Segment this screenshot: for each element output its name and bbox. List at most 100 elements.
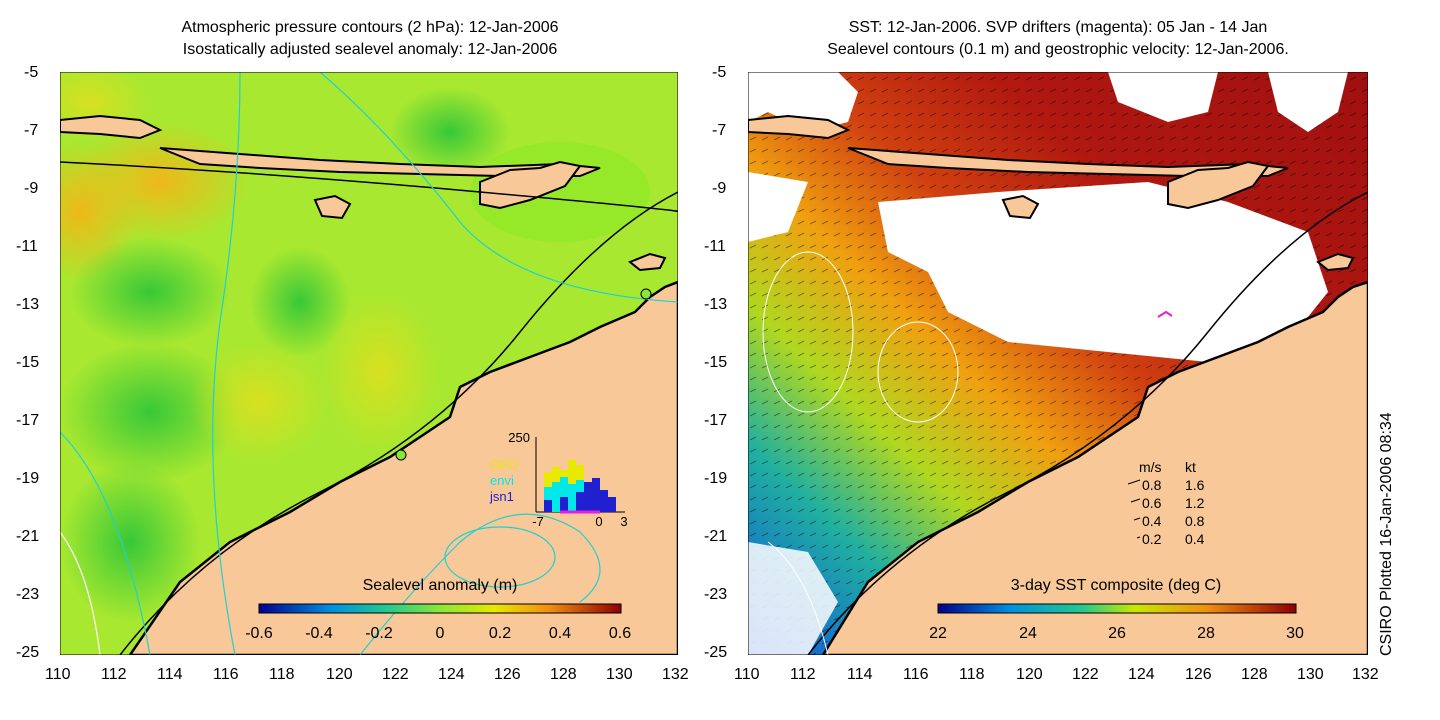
sla-colorbar-label: Sealevel anomaly (m): [363, 577, 518, 594]
x-tick: 130: [1297, 666, 1324, 683]
island: [159, 147, 601, 177]
y-tick: -17: [704, 412, 728, 429]
x-tick: 118: [959, 666, 985, 683]
y-tick: -9: [24, 180, 39, 197]
anomaly-blob: [190, 342, 330, 462]
hist-bar: [576, 492, 584, 512]
sst-colorbar-label: 3-day SST composite (deg C): [1011, 577, 1221, 594]
y-tick: -21: [704, 528, 728, 545]
y-tick: -25: [16, 644, 40, 661]
hist-bar: [584, 482, 592, 512]
x-tick: 120: [326, 666, 353, 683]
y-tick: -7: [24, 122, 39, 139]
inset-legend-envi: envi: [490, 473, 514, 488]
sla-colorbar-tick: -0.4: [305, 625, 333, 642]
island: [60, 114, 163, 140]
pressure-contour: [444, 526, 556, 588]
x-tick: 130: [606, 666, 633, 683]
altimeter-histogram-inset: 250 GFO envi jsn1 -7 0 3: [489, 430, 628, 529]
sealevel-contour: [767, 541, 829, 655]
hist-bar: [568, 484, 576, 512]
y-tick: -13: [16, 296, 40, 313]
x-tick: 124: [1128, 666, 1155, 683]
right-title-line2: Sealevel contours (0.1 m) and geostrophi…: [827, 41, 1289, 58]
left-sealevel-map: 250 GFO envi jsn1 -7 0 3 Sealevel anomal…: [60, 72, 678, 655]
tide-gauge-marker: [395, 449, 407, 461]
anomaly-blob: [70, 237, 230, 347]
y-tick: -19: [16, 470, 40, 487]
sla-colorbar-tick: 0.4: [549, 625, 571, 642]
velocity-legend-ms: 0.4: [1142, 513, 1162, 529]
inset-legend-gfo: GFO: [490, 457, 518, 472]
y-tick: -21: [16, 528, 40, 545]
y-tick: -11: [16, 238, 38, 255]
cloud-cover: [748, 172, 808, 242]
sla-colorbar-tick: -0.6: [245, 625, 273, 642]
shelf-contour: [60, 161, 678, 213]
velocity-legend-header-ms: m/s: [1139, 459, 1162, 475]
inset-max-label: 250: [508, 430, 530, 445]
x-tick: 126: [494, 666, 521, 683]
sst-colorbar-tick: 26: [1108, 625, 1126, 642]
x-tick: 120: [1016, 666, 1043, 683]
y-tick: -15: [16, 354, 40, 371]
x-tick: 116: [213, 666, 239, 683]
x-tick: 110: [45, 666, 71, 683]
pressure-contour: [60, 431, 151, 655]
inset-xtick: 0: [595, 514, 602, 529]
x-tick: 128: [550, 666, 577, 683]
sst-colorbar: [937, 603, 1297, 614]
velocity-legend-kt: 1.2: [1185, 495, 1205, 511]
pressure-contour: [212, 72, 241, 655]
white-contour: [60, 531, 101, 655]
x-tick: 112: [790, 666, 816, 683]
y-tick: -19: [704, 470, 728, 487]
timor-island: [1167, 160, 1270, 210]
x-tick: 114: [847, 666, 873, 683]
sst-colorbar-tick: 22: [929, 625, 947, 642]
x-tick: 122: [1072, 666, 1099, 683]
y-tick: -25: [704, 644, 728, 661]
legend-arrow: [1127, 479, 1141, 485]
velocity-legend: m/s kt 0.8 1.6 0.6 1.2 0.4 0.8 0.2 0.4: [1127, 459, 1205, 547]
cloud-cover: [748, 542, 838, 655]
inset-xtick: 3: [620, 514, 627, 529]
y-tick: -13: [704, 296, 728, 313]
x-tick: 116: [903, 666, 929, 683]
x-tick: 122: [382, 666, 409, 683]
hist-bar: [560, 477, 568, 512]
sst-colorbar-tick: 30: [1286, 625, 1304, 642]
velocity-legend-header-kt: kt: [1185, 459, 1196, 475]
x-tick: 124: [438, 666, 465, 683]
shelf-contour: [119, 191, 678, 655]
sla-colorbar-tick: 0.6: [609, 625, 631, 642]
velocity-legend-kt: 0.4: [1185, 531, 1205, 547]
left-title-line2: Isostatically adjusted sealevel anomaly:…: [182, 41, 558, 58]
anomaly-blob: [320, 292, 440, 452]
hist-bar: [592, 478, 600, 512]
anomaly-blob: [60, 342, 240, 482]
island: [1001, 194, 1040, 220]
hist-bar: [552, 482, 560, 512]
x-tick: 114: [157, 666, 183, 683]
hist-bar: [544, 500, 552, 512]
sla-colorbar-tick: -0.2: [365, 625, 393, 642]
anomaly-blob: [390, 87, 510, 177]
sealevel-contour: [877, 321, 959, 423]
cloud-cover: [878, 182, 1328, 362]
sla-colorbar-tick: 0.2: [489, 625, 511, 642]
plot-credit: CSIRO Plotted 16-Jan-2006 08:34: [1378, 412, 1395, 656]
island: [628, 252, 667, 272]
legend-arrow: [1136, 536, 1141, 539]
shelf-contour: [807, 191, 1368, 655]
x-tick: 132: [662, 666, 689, 683]
pressure-contour: [359, 513, 601, 655]
inset-xtick: -7: [532, 514, 544, 529]
tide-gauge-marker: [640, 288, 652, 300]
cloud-cover: [1108, 72, 1218, 122]
x-tick: 128: [1241, 666, 1268, 683]
velocity-legend-ms: 0.2: [1142, 531, 1162, 547]
anomaly-blob: [250, 247, 350, 357]
y-tick: -5: [712, 64, 727, 81]
hist-bar: [600, 490, 608, 512]
